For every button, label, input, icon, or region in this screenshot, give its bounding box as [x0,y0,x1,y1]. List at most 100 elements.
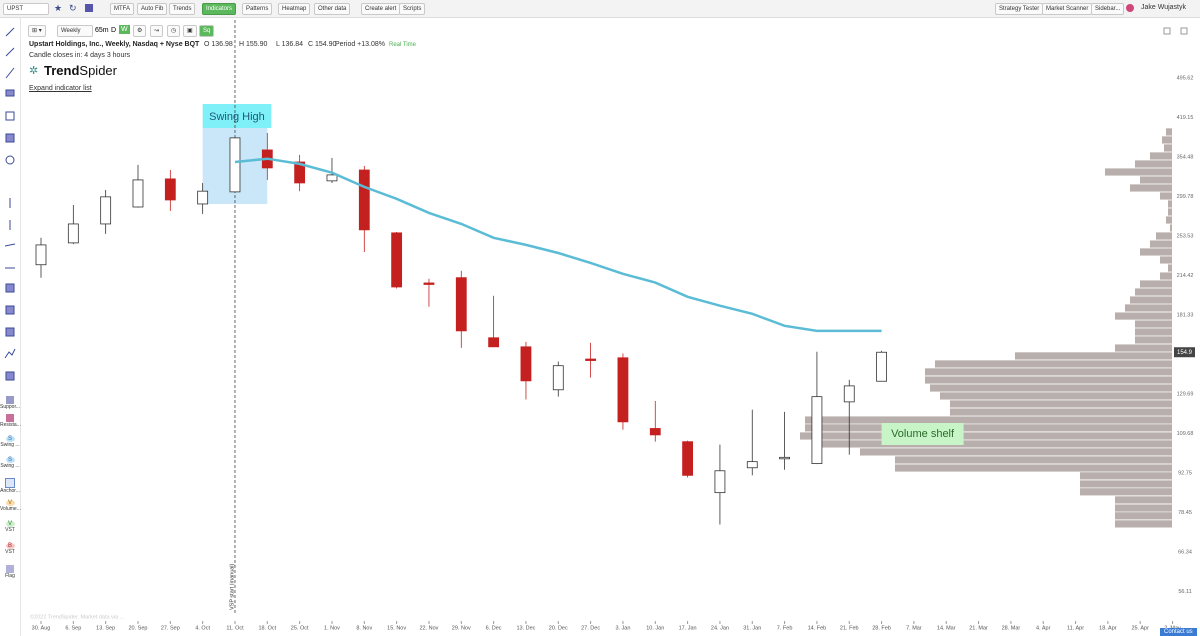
left-sidebar [0,18,21,636]
sidebar-item[interactable]: V Volume... [0,500,21,512]
tool-icon[interactable]: ◷ [167,25,181,37]
volume-profile-bar [930,384,1172,392]
x-tick-label: 7. Feb [777,625,793,631]
toolbar-button[interactable]: Strategy Tester [995,3,1044,15]
star-icon[interactable]: ★ [54,3,63,13]
tool-icon[interactable]: ↝ [150,25,164,37]
volume-profile-bar [950,408,1172,416]
candle-body [811,396,823,464]
volume-profile-bar [950,400,1172,408]
candle-body [746,461,758,469]
expand-link[interactable]: Expand indicator list [29,85,92,92]
sidebar-item[interactable]: Suppor... [0,396,20,410]
contact-button[interactable]: Contact us [1160,628,1197,636]
x-tick-label: 27. Sep [161,625,180,631]
toolbar-button[interactable]: Market Scanner [1042,3,1093,15]
toolbar-button[interactable]: Heatmap [278,3,311,15]
x-tick-label: 27. Dec [581,625,600,631]
interval[interactable]: 65m [95,27,109,34]
x-tick-label: 22. Nov [419,625,438,631]
candle-body [617,357,629,423]
volume-profile-bar [1080,472,1172,480]
volume-profile-bar [1130,296,1172,304]
x-tick-label: 20. Dec [549,625,568,631]
avatar[interactable] [1126,4,1134,12]
toolbar-button[interactable]: Create alert [361,3,401,15]
sidebar-item[interactable]: Resista... [0,414,21,428]
logo-light: Spider [79,63,117,78]
candle-body [35,244,47,266]
tool-icon[interactable]: Sq [199,25,215,37]
x-tick-label: 1. Nov [324,625,340,631]
x-tick-label: 14. Mar [937,625,956,631]
swing-high-zone [202,128,268,204]
volume-profile-bar [1115,496,1172,504]
x-tick-label: 7. Mar [906,625,922,631]
y-tick-label: 109.68 [1177,431,1194,437]
sidebar-icon [6,396,14,404]
sidebar-item[interactable]: B VST [0,543,20,555]
weekly[interactable]: W [119,25,130,34]
tool-icon[interactable]: ▣ [183,25,197,37]
y-tick-label: 129.69 [1177,392,1194,398]
candle-body [843,385,855,403]
toolbar-button[interactable]: MTFA [110,3,134,15]
color-picker[interactable] [85,4,93,12]
x-tick-label: 28. Feb [872,625,891,631]
toolbar-button[interactable]: Other data [314,3,351,15]
volume-profile-bar [1080,488,1172,496]
toolbar-button[interactable]: Indicators [202,3,237,15]
symbol-input[interactable]: UPST [3,3,49,15]
x-tick-label: 20. Sep [129,625,148,631]
logo-mark: ✲ [29,65,39,77]
volume-profile-bar [1115,512,1172,520]
x-tick-label: 13. Sep [96,625,115,631]
toolbar-button[interactable]: Auto Fib [137,3,168,15]
volume-profile-bar [1162,136,1172,144]
x-tick-label: 13. Dec [516,625,535,631]
sidebar-item[interactable]: Anchor... [0,478,20,494]
y-tick-label: 78.45 [1178,510,1192,516]
candle-body [714,470,726,494]
volume-profile-bar [935,360,1172,368]
refresh-icon[interactable]: ↻ [69,3,77,13]
candle-body [552,365,564,391]
countdown: Candle closes in: 4 days 3 hours [29,52,131,59]
volume-profile-bar [1150,152,1172,160]
volume-profile-bar [1160,256,1172,264]
toolbar-button[interactable]: Patterns [242,3,273,15]
chart-type[interactable]: ⊞ ▾ [28,25,46,37]
volume-profile-bar [1080,480,1172,488]
candle-body [229,137,241,193]
candle-body [67,223,79,244]
x-tick-label: 18. Apr [1099,625,1117,631]
volume-profile-bar [1135,288,1172,296]
volume-profile-bar [1015,352,1172,360]
vsp-label: VSP start (manual) [229,563,235,610]
sidebar-item[interactable]: S Swing ... [0,436,20,448]
volume-profile-bar [1140,280,1172,288]
window-icons [1163,27,1188,35]
volume-profile-bar [1160,192,1172,200]
sidebar-icon: B [5,543,15,549]
sidebar-item[interactable]: Flag [0,565,20,579]
sidebar-item[interactable]: V VST [0,521,20,533]
toolbar-button[interactable]: Sidebar... [1091,3,1125,15]
candle-body [100,196,112,225]
volume-profile-bar [1168,264,1172,272]
settings-icon[interactable]: ⚙ [133,25,147,37]
logo: TrendSpider [44,63,117,78]
timeframe[interactable]: Weekly [57,25,93,37]
ohlc-low: L 136.84 [276,41,303,48]
toolbar-button[interactable]: Trends [169,3,196,15]
sidebar-item[interactable]: S Swing ... [0,457,20,469]
volume-profile-bar [940,392,1172,400]
daily[interactable]: D [111,27,117,34]
volume-profile-bar [895,464,1172,472]
user-name[interactable]: Jake Wujastyk [1141,4,1186,11]
y-tick-label: 92.75 [1178,471,1192,477]
toolbar-button[interactable]: Scripts [399,3,426,15]
candle-body [779,456,790,460]
y-tick-label: 495.62 [1177,75,1194,81]
